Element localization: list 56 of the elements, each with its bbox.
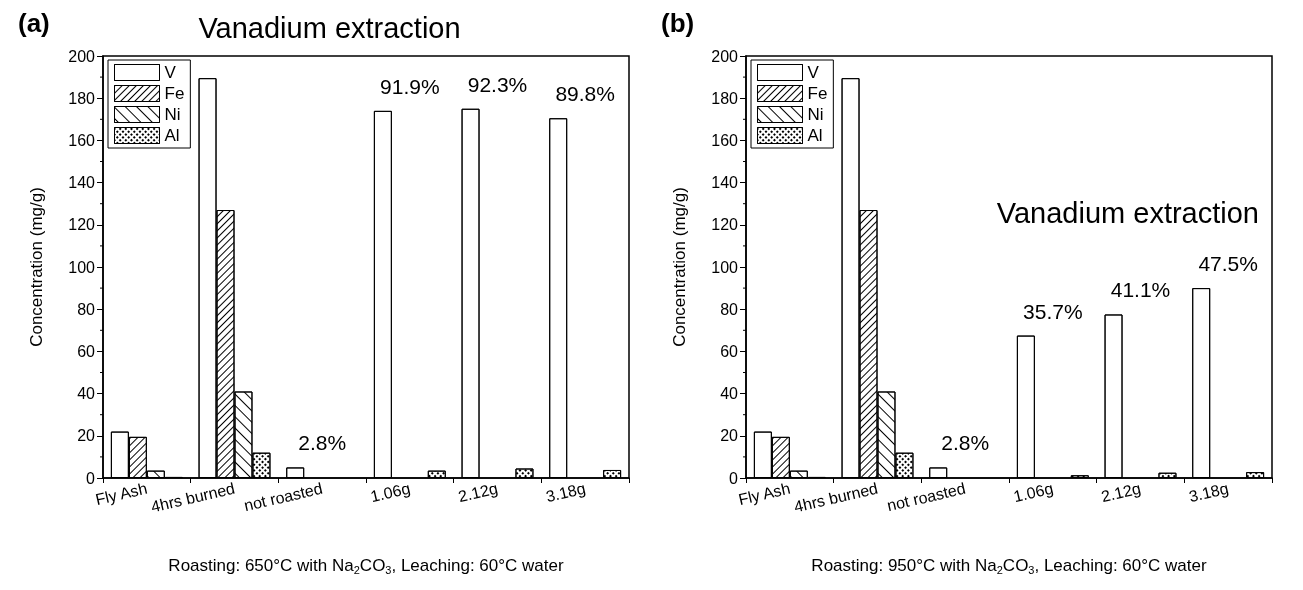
- y-tick-label: 40: [77, 385, 96, 403]
- y-tick-label: 40: [720, 385, 739, 403]
- legend-label: V: [807, 63, 820, 82]
- chart-title: Vanadium extraction: [198, 11, 461, 44]
- y-tick-label: 140: [711, 174, 739, 192]
- y-tick-label: 100: [711, 258, 739, 276]
- legend-label: Fe: [807, 84, 828, 103]
- y-tick-label: 80: [720, 300, 739, 318]
- annotation: 91.9%: [380, 74, 440, 98]
- x-tick-label: 3.18g: [1187, 479, 1231, 506]
- x-tick-label: 3.18g: [544, 479, 588, 506]
- legend-label: Ni: [807, 105, 824, 124]
- x-tick-label: Fly Ash: [93, 479, 149, 509]
- annotation: 41.1%: [1110, 278, 1171, 302]
- x-tick-label: 4hrs burned: [792, 479, 880, 516]
- annotation: 35.7%: [1023, 299, 1083, 323]
- y-tick-label: 160: [711, 131, 739, 149]
- y-tick-label: 160: [68, 131, 96, 149]
- x-tick-label: 2.12g: [456, 479, 500, 506]
- y-tick-label: 200: [711, 47, 739, 65]
- y-tick-label: 180: [68, 89, 96, 107]
- y-tick-label: 120: [68, 216, 96, 234]
- y-tick-label: 0: [729, 469, 739, 487]
- x-tick-label: 4hrs burned: [149, 479, 237, 516]
- legend-label: Fe: [164, 84, 185, 103]
- y-tick-label: 80: [77, 300, 96, 318]
- x-tick-label: not roasted: [242, 479, 325, 515]
- x-tick-label: 1.06g: [1011, 479, 1055, 506]
- y-tick-label: 100: [68, 258, 96, 276]
- legend-label: Ni: [164, 105, 181, 124]
- y-tick-label: 200: [68, 47, 96, 65]
- legend-label: Al: [164, 126, 180, 145]
- legend-label: Al: [807, 126, 823, 145]
- text: Vanadium extraction: [996, 196, 1259, 229]
- annotation: 47.5%: [1198, 252, 1258, 276]
- y-axis-title: Concentration (mg/g): [670, 187, 689, 347]
- annotation: 2.8%: [941, 431, 990, 455]
- annotation: 92.3%: [467, 72, 528, 96]
- y-tick-label: 0: [86, 469, 96, 487]
- annotation: 2.8%: [298, 431, 347, 455]
- legend-label: V: [164, 63, 177, 82]
- x-tick-label: 2.12g: [1099, 479, 1143, 506]
- y-axis-title: Concentration (mg/g): [27, 187, 46, 347]
- text: (b): [661, 8, 695, 38]
- y-tick-label: 120: [711, 216, 739, 234]
- y-tick-label: 140: [68, 174, 96, 192]
- y-tick-label: 60: [720, 342, 739, 360]
- y-tick-label: 20: [720, 427, 739, 445]
- annotation: 89.8%: [555, 82, 615, 106]
- y-tick-label: 180: [711, 89, 739, 107]
- x-tick-label: 1.06g: [368, 479, 412, 506]
- x-tick-label: Fly Ash: [736, 479, 792, 509]
- y-tick-label: 20: [77, 427, 96, 445]
- x-tick-label: not roasted: [885, 479, 968, 515]
- text: (a): [18, 8, 50, 38]
- y-tick-label: 60: [77, 342, 96, 360]
